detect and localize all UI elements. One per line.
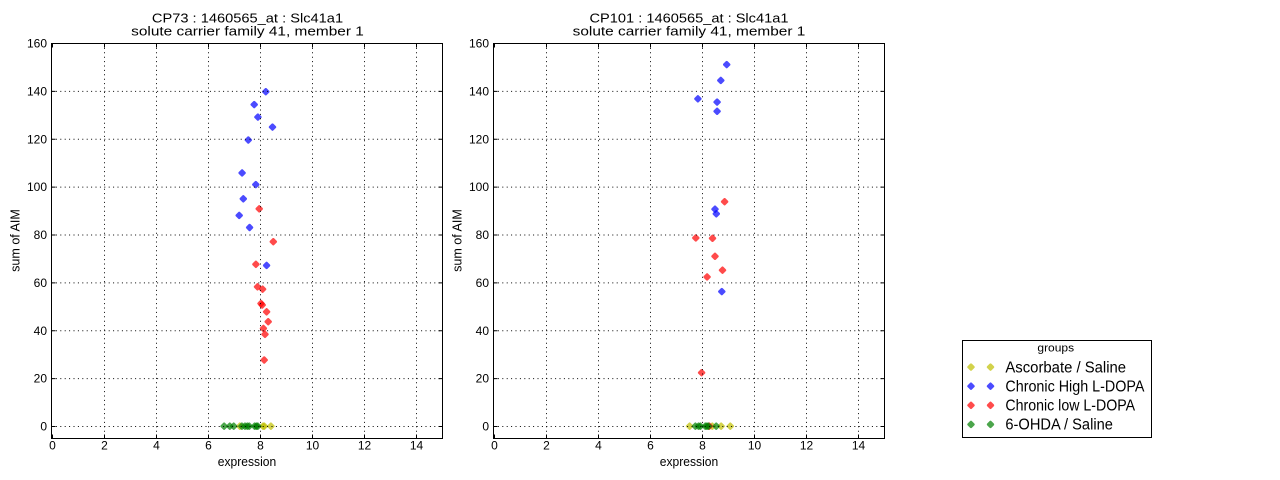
svg-text:sum of AIM: sum of AIM (9, 209, 23, 272)
svg-text:80: 80 (476, 228, 490, 242)
svg-text:Chronic High L-DOPA: Chronic High L-DOPA (1005, 379, 1145, 396)
svg-text:14: 14 (852, 439, 866, 453)
svg-text:Ascorbate / Saline: Ascorbate / Saline (1005, 359, 1126, 376)
svg-text:Chronic low L-DOPA: Chronic low L-DOPA (1005, 398, 1135, 415)
svg-text:120: 120 (469, 132, 489, 146)
svg-text:14: 14 (410, 439, 424, 453)
svg-text:0: 0 (49, 439, 56, 453)
svg-text:12: 12 (358, 439, 372, 453)
svg-text:4: 4 (153, 439, 160, 453)
svg-text:solute carrier family 41, memb: solute carrier family 41, member 1 (573, 24, 806, 39)
svg-text:expression: expression (218, 455, 276, 469)
svg-text:10: 10 (748, 439, 762, 453)
svg-text:100: 100 (469, 180, 489, 194)
svg-text:140: 140 (469, 85, 489, 99)
svg-text:40: 40 (34, 324, 48, 338)
svg-text:60: 60 (476, 276, 490, 290)
svg-text:160: 160 (27, 37, 47, 51)
svg-text:80: 80 (34, 228, 48, 242)
svg-text:6-OHDA / Saline: 6-OHDA / Saline (1005, 417, 1113, 434)
svg-text:140: 140 (27, 85, 47, 99)
svg-text:CP73 : 1460565_at : Slc41a1: CP73 : 1460565_at : Slc41a1 (152, 11, 343, 26)
svg-text:CP101 : 1460565_at : Slc41a1: CP101 : 1460565_at : Slc41a1 (590, 11, 789, 26)
svg-text:12: 12 (800, 439, 814, 453)
svg-text:sum of AIM: sum of AIM (451, 209, 465, 272)
svg-text:0: 0 (491, 439, 498, 453)
svg-text:6: 6 (647, 439, 654, 453)
svg-text:4: 4 (595, 439, 602, 453)
svg-text:100: 100 (27, 180, 47, 194)
svg-text:8: 8 (257, 439, 264, 453)
svg-text:2: 2 (543, 439, 550, 453)
svg-text:expression: expression (660, 455, 718, 469)
svg-text:2: 2 (101, 439, 108, 453)
svg-text:groups: groups (1037, 343, 1074, 355)
svg-text:0: 0 (482, 420, 489, 434)
svg-text:20: 20 (34, 372, 48, 386)
svg-text:40: 40 (476, 324, 490, 338)
svg-text:6: 6 (205, 439, 212, 453)
svg-text:20: 20 (476, 372, 490, 386)
svg-text:0: 0 (40, 420, 47, 434)
svg-text:120: 120 (27, 132, 47, 146)
svg-text:10: 10 (306, 439, 320, 453)
svg-text:solute carrier family 41, memb: solute carrier family 41, member 1 (131, 24, 364, 39)
svg-text:60: 60 (34, 276, 48, 290)
svg-text:8: 8 (699, 439, 706, 453)
svg-text:160: 160 (469, 37, 489, 51)
